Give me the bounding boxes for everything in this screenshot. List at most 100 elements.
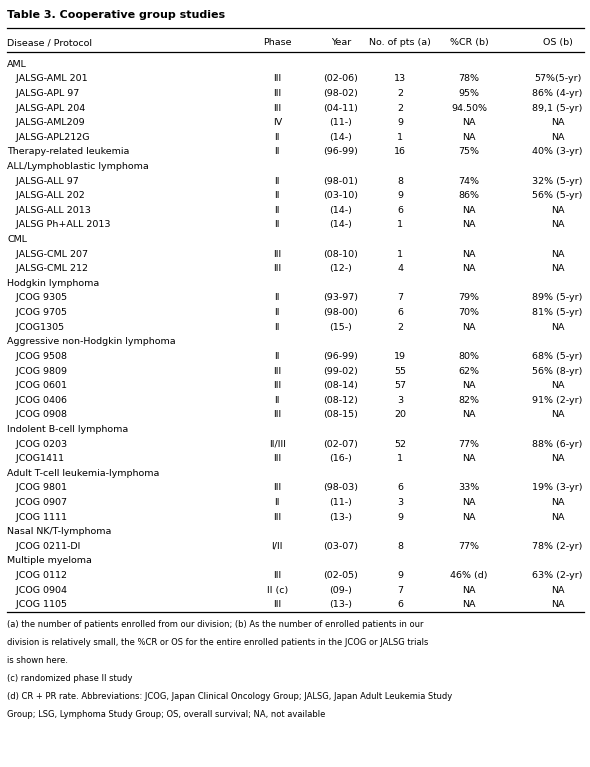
Text: (a) the number of patients enrolled from our division; (b) As the number of enro: (a) the number of patients enrolled from… [7,620,424,629]
Text: 6: 6 [397,206,403,215]
Text: (13-): (13-) [330,601,352,609]
Text: (d) CR + PR rate. Abbreviations: JCOG, Japan Clinical Oncology Group; JALSG, Jap: (d) CR + PR rate. Abbreviations: JCOG, J… [7,692,453,701]
Text: III: III [273,512,281,522]
Text: Adult T-cell leukemia-lymphoma: Adult T-cell leukemia-lymphoma [7,469,159,478]
Text: 2: 2 [397,104,403,113]
Text: III: III [273,104,281,113]
Text: 1: 1 [397,454,403,463]
Text: NA: NA [551,118,564,127]
Text: JALSG-APL 204: JALSG-APL 204 [7,104,86,113]
Text: JCOG 1105: JCOG 1105 [7,601,67,609]
Text: 86%: 86% [458,191,480,200]
Text: NA: NA [463,206,476,215]
Text: NA: NA [551,498,564,507]
Text: JALSG-ALL 202: JALSG-ALL 202 [7,191,85,200]
Text: 55: 55 [394,367,406,376]
Text: 2: 2 [397,89,403,98]
Text: 13: 13 [394,74,406,84]
Text: (98-01): (98-01) [323,176,359,186]
Text: Year: Year [331,38,351,47]
Text: 81% (5-yr): 81% (5-yr) [532,308,583,317]
Text: II: II [274,191,280,200]
Text: II: II [274,176,280,186]
Text: 63% (2-yr): 63% (2-yr) [532,571,583,580]
Text: 19% (3-yr): 19% (3-yr) [532,483,583,492]
Text: 9: 9 [397,118,403,127]
Text: 3: 3 [397,498,403,507]
Text: NA: NA [463,585,476,594]
Text: 9: 9 [397,512,403,522]
Text: IV: IV [273,118,282,127]
Text: No. of pts (a): No. of pts (a) [369,38,431,47]
Text: (98-02): (98-02) [323,89,359,98]
Text: 46% (d): 46% (d) [450,571,488,580]
Text: 6: 6 [397,601,403,609]
Text: 4: 4 [397,265,403,273]
Text: 32% (5-yr): 32% (5-yr) [532,176,583,186]
Text: Phase: Phase [263,38,291,47]
Text: NA: NA [551,512,564,522]
Text: 70%: 70% [458,308,480,317]
Text: 8: 8 [397,176,403,186]
Text: III: III [273,89,281,98]
Text: JCOG 0907: JCOG 0907 [7,498,67,507]
Text: III: III [273,74,281,84]
Text: (03-10): (03-10) [323,191,359,200]
Text: AML: AML [7,60,27,69]
Text: 79%: 79% [458,294,480,302]
Text: (13-): (13-) [330,512,352,522]
Text: NA: NA [463,250,476,258]
Text: NA: NA [463,601,476,609]
Text: Indolent B-cell lymphoma: Indolent B-cell lymphoma [7,425,129,434]
Text: 52: 52 [394,439,406,449]
Text: II: II [274,498,280,507]
Text: 7: 7 [397,585,403,594]
Text: (14-): (14-) [330,220,352,229]
Text: (08-10): (08-10) [323,250,359,258]
Text: Hodgkin lymphoma: Hodgkin lymphoma [7,279,99,288]
Text: 2: 2 [397,323,403,331]
Text: 7: 7 [397,294,403,302]
Text: (09-): (09-) [330,585,352,594]
Text: JCOG 9801: JCOG 9801 [7,483,67,492]
Text: 9: 9 [397,191,403,200]
Text: JALSG-ALL 97: JALSG-ALL 97 [7,176,79,186]
Text: JCOG 9305: JCOG 9305 [7,294,67,302]
Text: Table 3. Cooperative group studies: Table 3. Cooperative group studies [7,10,225,20]
Text: (96-99): (96-99) [323,352,359,361]
Text: Multiple myeloma: Multiple myeloma [7,556,92,565]
Text: II: II [274,133,280,142]
Text: 77%: 77% [458,542,480,551]
Text: 19: 19 [394,352,406,361]
Text: (02-07): (02-07) [323,439,359,449]
Text: (11-): (11-) [330,498,352,507]
Text: NA: NA [463,512,476,522]
Text: NA: NA [463,133,476,142]
Text: II: II [274,220,280,229]
Text: NA: NA [463,265,476,273]
Text: II: II [274,147,280,156]
Text: NA: NA [463,454,476,463]
Text: OS (b): OS (b) [543,38,572,47]
Text: 56% (5-yr): 56% (5-yr) [532,191,583,200]
Text: Nasal NK/T-lymphoma: Nasal NK/T-lymphoma [7,527,112,536]
Text: CML: CML [7,235,27,244]
Text: 78%: 78% [458,74,480,84]
Text: NA: NA [551,585,564,594]
Text: 89% (5-yr): 89% (5-yr) [532,294,583,302]
Text: 1: 1 [397,133,403,142]
Text: 82%: 82% [458,396,480,405]
Text: 6: 6 [397,483,403,492]
Text: NA: NA [463,498,476,507]
Text: 20: 20 [394,410,406,420]
Text: division is relatively small, the %CR or OS for the entire enrolled patients in : division is relatively small, the %CR or… [7,638,428,647]
Text: JALSG-CML 212: JALSG-CML 212 [7,265,88,273]
Text: NA: NA [551,133,564,142]
Text: JCOG 0211-DI: JCOG 0211-DI [7,542,80,551]
Text: JALSG-ALL 2013: JALSG-ALL 2013 [7,206,91,215]
Text: (15-): (15-) [330,323,352,331]
Text: (14-): (14-) [330,133,352,142]
Text: JCOG 1111: JCOG 1111 [7,512,67,522]
Text: II (c): II (c) [267,585,288,594]
Text: III: III [273,381,281,390]
